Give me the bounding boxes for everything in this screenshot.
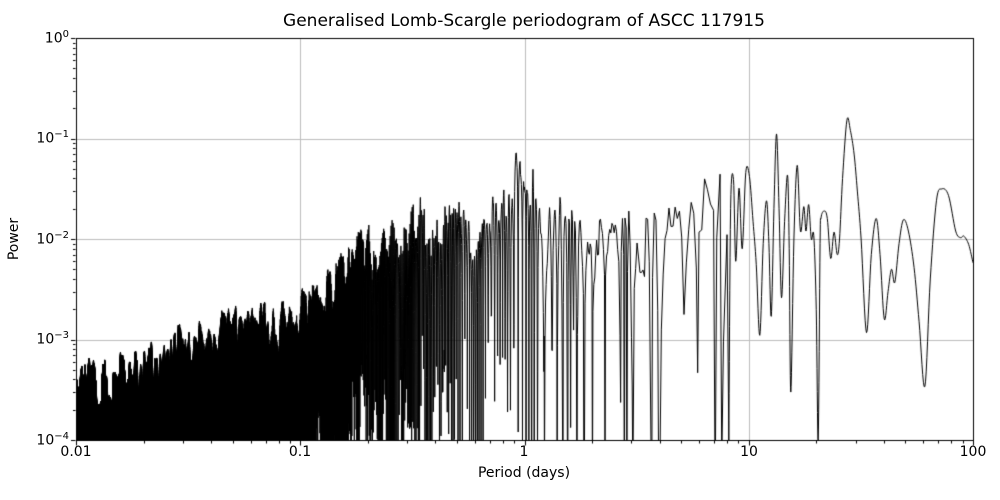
y-tick-label-1e-3: 10−3 <box>36 330 69 348</box>
y-tick-label-1e-4: 10−4 <box>36 431 69 449</box>
x-tick-label-10: 10 <box>740 444 758 460</box>
chart-title: Generalised Lomb-Scargle periodogram of … <box>283 11 765 31</box>
y-tick-label-1e0: 100 <box>44 29 69 47</box>
x-tick-label-0.01: 0.01 <box>60 444 92 460</box>
x-axis-label: Period (days) <box>477 465 571 481</box>
y-axis-label: Power <box>6 217 22 261</box>
x-tick-label-1: 1 <box>519 444 529 460</box>
x-tick-label-100: 100 <box>959 444 987 460</box>
x-tick-label-0.1: 0.1 <box>288 444 312 460</box>
y-tick-label-1e-1: 10−1 <box>36 129 69 147</box>
y-tick-label-1e-2: 10−2 <box>36 230 69 248</box>
